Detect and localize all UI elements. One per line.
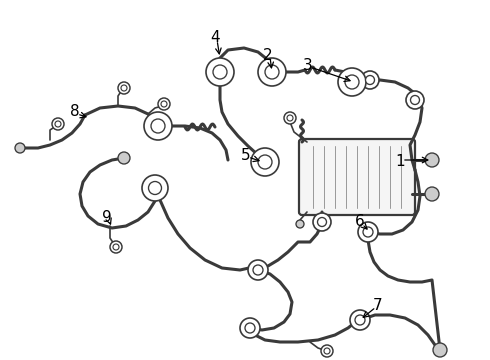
Circle shape — [284, 112, 296, 124]
Circle shape — [142, 175, 168, 201]
Circle shape — [425, 153, 439, 167]
Circle shape — [248, 260, 268, 280]
Circle shape — [158, 98, 170, 110]
Circle shape — [321, 345, 333, 357]
Circle shape — [55, 121, 61, 127]
Circle shape — [265, 65, 279, 79]
Circle shape — [363, 227, 373, 237]
Circle shape — [318, 217, 326, 226]
Circle shape — [258, 58, 286, 86]
Circle shape — [144, 112, 172, 140]
Circle shape — [366, 76, 374, 85]
Circle shape — [161, 101, 167, 107]
Text: 3: 3 — [303, 58, 313, 72]
Circle shape — [433, 343, 447, 357]
Circle shape — [253, 265, 263, 275]
Circle shape — [240, 318, 260, 338]
Text: 8: 8 — [70, 104, 80, 120]
Circle shape — [358, 222, 378, 242]
Circle shape — [258, 155, 272, 169]
Circle shape — [350, 310, 370, 330]
Circle shape — [118, 82, 130, 94]
Circle shape — [338, 68, 366, 96]
Circle shape — [406, 91, 424, 109]
Text: 1: 1 — [395, 154, 405, 170]
Circle shape — [313, 213, 331, 231]
Circle shape — [206, 58, 234, 86]
Text: 4: 4 — [210, 31, 220, 45]
Circle shape — [425, 187, 439, 201]
Text: 5: 5 — [241, 148, 251, 162]
Text: 7: 7 — [373, 297, 383, 312]
Circle shape — [245, 323, 255, 333]
Circle shape — [213, 65, 227, 79]
Circle shape — [251, 148, 279, 176]
Circle shape — [121, 85, 127, 91]
Circle shape — [355, 315, 365, 325]
Circle shape — [148, 181, 162, 194]
Circle shape — [411, 95, 419, 104]
Circle shape — [15, 143, 25, 153]
Circle shape — [296, 220, 304, 228]
Circle shape — [287, 115, 293, 121]
Circle shape — [361, 71, 379, 89]
Text: 9: 9 — [102, 211, 112, 225]
Circle shape — [110, 241, 122, 253]
Text: 6: 6 — [355, 215, 365, 230]
FancyBboxPatch shape — [299, 139, 415, 215]
Circle shape — [52, 118, 64, 130]
Text: 2: 2 — [263, 48, 273, 63]
Circle shape — [118, 152, 130, 164]
Circle shape — [345, 75, 359, 89]
Circle shape — [151, 119, 165, 133]
Circle shape — [324, 348, 330, 354]
Circle shape — [113, 244, 119, 250]
